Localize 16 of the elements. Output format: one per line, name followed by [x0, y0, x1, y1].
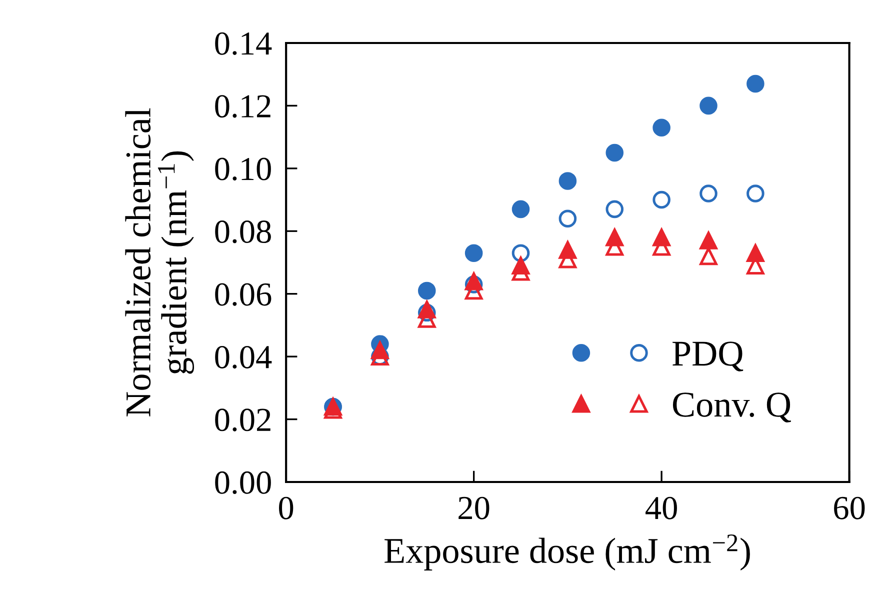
x-tick-label: 40 — [646, 496, 677, 520]
y-tick-label: 0.06 — [215, 283, 272, 306]
y-tick-label: 0.08 — [215, 220, 271, 244]
y-tick-label: 0.02 — [215, 408, 270, 432]
y-tick-label: 0.00 — [215, 471, 271, 494]
y-tick-label: 0.10 — [215, 158, 271, 180]
y-tick-label: 0.12 — [215, 95, 270, 118]
x-tick-label: 20 — [458, 496, 490, 520]
x-tick-label: 60 — [834, 496, 865, 520]
x-axis-title: Exposure dose (mJ cm$^{−2}$) — [384, 534, 750, 570]
legend-label: PDQ — [672, 342, 744, 372]
legend-label: Conv. Q — [672, 392, 791, 422]
y-axis-title: Normalized chemical gradient (nm$^{−1}$) — [125, 108, 194, 416]
y-tick-label: 0.14 — [215, 32, 272, 56]
x-tick-label: 0 — [279, 496, 294, 520]
y-tick-label: 0.04 — [215, 346, 272, 369]
